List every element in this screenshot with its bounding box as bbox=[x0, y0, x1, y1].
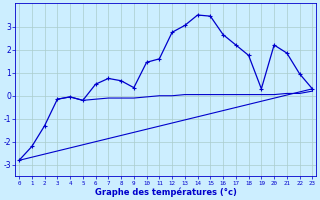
X-axis label: Graphe des températures (°c): Graphe des températures (°c) bbox=[95, 187, 237, 197]
